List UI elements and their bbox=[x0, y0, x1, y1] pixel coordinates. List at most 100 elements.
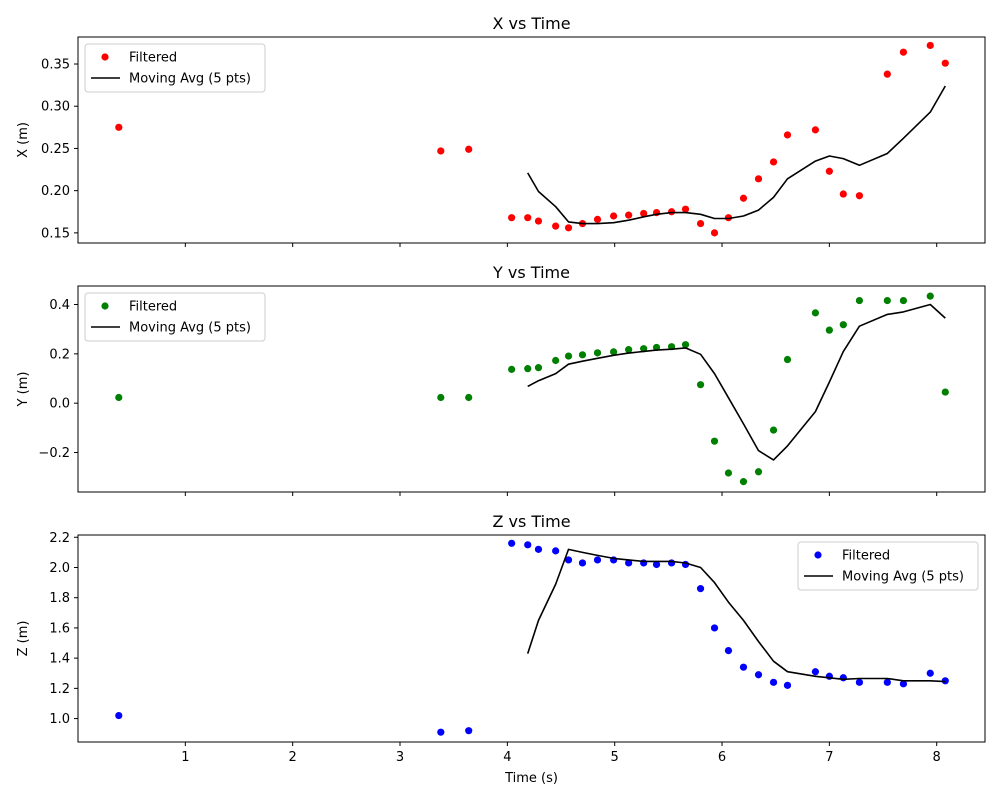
data-point bbox=[941, 59, 949, 67]
chart-title: Z vs Time bbox=[492, 512, 570, 531]
data-point bbox=[508, 214, 516, 222]
data-point bbox=[839, 674, 847, 682]
data-point bbox=[640, 209, 648, 218]
legend-label: Filtered bbox=[129, 300, 177, 315]
data-point bbox=[524, 541, 532, 549]
legend-label: Moving Avg (5 pts) bbox=[129, 321, 251, 336]
series-line-moving-avg bbox=[527, 303, 946, 461]
x-tick-label: 1 bbox=[181, 750, 189, 765]
data-point bbox=[899, 296, 908, 305]
series-line-moving-avg bbox=[527, 85, 946, 225]
data-point bbox=[811, 309, 820, 317]
data-point bbox=[769, 678, 778, 686]
data-point bbox=[465, 145, 473, 153]
data-point bbox=[696, 381, 705, 389]
y-tick-label: 0.15 bbox=[41, 226, 70, 241]
y-tick-label: 1.2 bbox=[49, 682, 70, 697]
data-point bbox=[593, 349, 602, 357]
data-point bbox=[593, 556, 602, 564]
data-point bbox=[926, 669, 934, 677]
y-tick-label: 1.0 bbox=[49, 712, 70, 727]
data-point bbox=[625, 211, 633, 219]
data-point bbox=[564, 556, 573, 564]
y-tick-label: 0.2 bbox=[49, 347, 70, 362]
legend-swatch-marker bbox=[814, 551, 822, 559]
data-point bbox=[783, 355, 792, 364]
data-point bbox=[465, 393, 473, 402]
y-tick-label: 0.25 bbox=[41, 142, 70, 157]
data-point bbox=[739, 194, 748, 202]
data-point bbox=[811, 668, 820, 676]
legend-box bbox=[797, 541, 979, 591]
y-tick-label: 1.6 bbox=[49, 621, 70, 636]
data-point bbox=[681, 341, 690, 349]
chart-title: Y vs Time bbox=[492, 263, 570, 282]
x-tick-label: 6 bbox=[718, 750, 726, 765]
data-point bbox=[437, 147, 445, 155]
data-point bbox=[739, 663, 748, 671]
legend-label: Moving Avg (5 pts) bbox=[842, 570, 964, 585]
y-axis-label: Y (m) bbox=[16, 372, 31, 408]
data-point bbox=[508, 539, 516, 547]
x-tick-label: 3 bbox=[396, 750, 404, 765]
data-point bbox=[115, 711, 123, 720]
axes-frame bbox=[77, 285, 986, 493]
data-point bbox=[564, 224, 573, 232]
data-point bbox=[115, 393, 123, 402]
legend-swatch-marker bbox=[101, 302, 109, 310]
data-point bbox=[437, 728, 445, 736]
data-point bbox=[593, 215, 602, 223]
y-tick-label: −0.2 bbox=[38, 446, 70, 461]
data-point bbox=[926, 292, 934, 300]
y-axis-label: X (m) bbox=[16, 122, 31, 158]
data-point bbox=[724, 469, 733, 477]
data-point bbox=[926, 41, 934, 50]
data-point bbox=[739, 478, 748, 486]
data-point bbox=[754, 671, 763, 679]
data-point bbox=[883, 296, 891, 305]
data-point bbox=[783, 681, 792, 689]
legend-label: Moving Avg (5 pts) bbox=[129, 72, 251, 87]
legend-box bbox=[84, 292, 266, 342]
data-point bbox=[855, 192, 864, 200]
data-point bbox=[552, 547, 560, 555]
data-point bbox=[769, 426, 778, 434]
legend: Filtered Moving Avg (5 pts) bbox=[84, 292, 266, 342]
y-tick-label: 0.35 bbox=[41, 58, 70, 73]
data-point bbox=[534, 217, 543, 225]
axes-frame bbox=[77, 36, 986, 244]
y-tick-label: 1.8 bbox=[49, 591, 70, 606]
data-point bbox=[883, 70, 891, 78]
data-point bbox=[710, 624, 719, 632]
data-point bbox=[825, 167, 833, 175]
y-tick-label: 2.0 bbox=[49, 561, 70, 576]
y-tick-label: 0.0 bbox=[49, 397, 70, 412]
y-tick-label: 0.4 bbox=[49, 298, 70, 313]
data-point bbox=[941, 388, 949, 396]
x-axis-label: Time (s) bbox=[504, 771, 558, 786]
data-point bbox=[754, 468, 763, 476]
data-point bbox=[724, 214, 733, 222]
data-point bbox=[625, 346, 633, 354]
data-point bbox=[710, 229, 719, 237]
data-point bbox=[437, 393, 445, 402]
x-tick-label: 5 bbox=[611, 750, 619, 765]
data-point bbox=[578, 351, 587, 359]
y-tick-label: 2.2 bbox=[49, 531, 70, 546]
data-point bbox=[534, 545, 543, 553]
x-tick-label: 4 bbox=[503, 750, 511, 765]
data-point bbox=[564, 352, 573, 360]
data-point bbox=[465, 727, 473, 735]
data-point bbox=[524, 214, 532, 222]
data-point bbox=[710, 437, 719, 445]
data-point bbox=[839, 321, 847, 329]
x-tick-label: 2 bbox=[289, 750, 297, 765]
data-point bbox=[667, 559, 676, 567]
y-tick-label: 0.20 bbox=[41, 184, 70, 199]
x-tick-label: 8 bbox=[933, 750, 941, 765]
data-point bbox=[899, 680, 908, 688]
data-point bbox=[610, 212, 618, 220]
data-point bbox=[681, 205, 690, 213]
x-tick-label: 7 bbox=[825, 750, 833, 765]
